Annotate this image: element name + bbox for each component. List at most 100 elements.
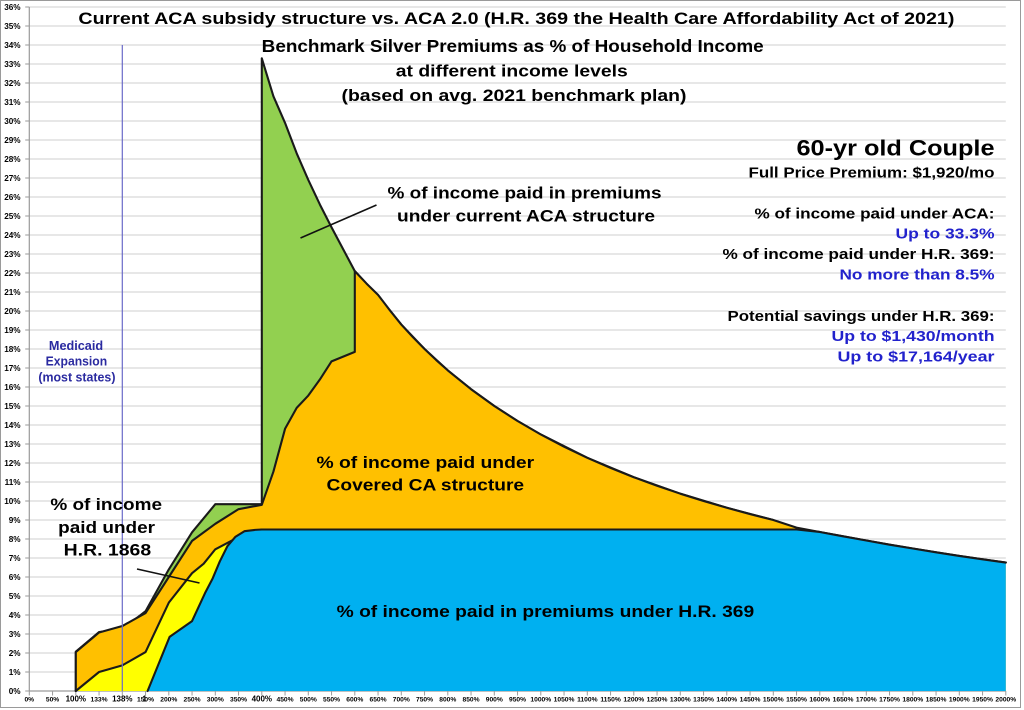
svg-text:14%: 14% — [4, 421, 21, 430]
svg-text:950%: 950% — [509, 697, 526, 704]
svg-text:% of income paid under H.R. 36: % of income paid under H.R. 369: — [723, 247, 995, 263]
svg-text:300%: 300% — [207, 697, 224, 704]
svg-text:29%: 29% — [4, 136, 21, 145]
svg-text:18%: 18% — [4, 345, 21, 354]
svg-text:% of income paid in premiums u: % of income paid in premiums under H.R. … — [337, 603, 755, 621]
svg-text:15%: 15% — [4, 402, 21, 411]
svg-text:750%: 750% — [416, 697, 433, 704]
svg-text:(most states): (most states) — [38, 371, 115, 385]
svg-text:1450%: 1450% — [740, 697, 761, 704]
svg-text:1500%: 1500% — [763, 697, 784, 704]
svg-text:Covered CA structure: Covered CA structure — [327, 477, 525, 495]
svg-text:450%: 450% — [276, 697, 293, 704]
svg-text:% of income paid under: % of income paid under — [317, 454, 535, 472]
svg-text:at different income levels: at different income levels — [396, 62, 628, 81]
svg-text:0%: 0% — [24, 697, 34, 704]
svg-text:2%: 2% — [9, 649, 22, 658]
svg-text:1650%: 1650% — [833, 697, 854, 704]
svg-text:22%: 22% — [4, 269, 21, 278]
svg-text:1000%: 1000% — [530, 697, 551, 704]
svg-text:Expansion: Expansion — [46, 355, 108, 369]
svg-text:21%: 21% — [4, 288, 21, 297]
svg-text:% of income paid under ACA:: % of income paid under ACA: — [755, 206, 995, 222]
svg-text:1750%: 1750% — [879, 697, 900, 704]
svg-text:700%: 700% — [393, 697, 410, 704]
svg-text:% of income paid in premiums: % of income paid in premiums — [388, 184, 662, 202]
svg-text:1700%: 1700% — [856, 697, 877, 704]
svg-text:34%: 34% — [4, 41, 21, 50]
svg-text:8%: 8% — [9, 535, 22, 544]
svg-text:under current ACA structure: under current ACA structure — [397, 208, 655, 226]
svg-text:28%: 28% — [4, 155, 21, 164]
svg-text:% of income: % of income — [50, 496, 162, 514]
svg-text:1300%: 1300% — [670, 697, 691, 704]
svg-text:24%: 24% — [4, 231, 21, 240]
svg-text:35%: 35% — [4, 22, 21, 31]
svg-text:1900%: 1900% — [949, 697, 970, 704]
svg-text:31%: 31% — [4, 98, 21, 107]
svg-text:11%: 11% — [5, 478, 22, 487]
svg-text:1: 1 — [142, 695, 147, 704]
svg-text:Current ACA subsidy structure: Current ACA subsidy structure vs. ACA 2.… — [78, 9, 954, 28]
svg-text:1100%: 1100% — [577, 697, 598, 704]
svg-text:27%: 27% — [4, 174, 21, 183]
svg-text:20%: 20% — [4, 307, 21, 316]
svg-text:600%: 600% — [346, 697, 363, 704]
svg-text:paid under: paid under — [58, 519, 156, 537]
svg-text:1350%: 1350% — [693, 697, 714, 704]
svg-text:800%: 800% — [439, 697, 456, 704]
svg-text:100%: 100% — [66, 695, 86, 704]
svg-text:17%: 17% — [4, 364, 21, 373]
svg-text:250%: 250% — [183, 697, 200, 704]
svg-text:1%: 1% — [9, 668, 22, 677]
svg-text:650%: 650% — [369, 697, 386, 704]
svg-text:Medicaid: Medicaid — [49, 339, 103, 353]
svg-text:1850%: 1850% — [926, 697, 947, 704]
svg-text:25%: 25% — [4, 212, 21, 221]
svg-text:9%: 9% — [9, 516, 22, 525]
svg-text:150%: 150% — [137, 697, 154, 704]
svg-text:1600%: 1600% — [809, 697, 830, 704]
svg-text:1950%: 1950% — [972, 697, 993, 704]
svg-text:400%: 400% — [252, 695, 272, 704]
svg-text:850%: 850% — [462, 697, 479, 704]
svg-text:36%: 36% — [4, 3, 21, 12]
svg-text:50%: 50% — [46, 697, 59, 704]
svg-text:500%: 500% — [300, 697, 317, 704]
svg-text:H.R. 1868: H.R. 1868 — [64, 542, 152, 560]
svg-text:Potential savings under H.R. 3: Potential savings under H.R. 369: — [728, 309, 995, 325]
svg-text:Up to $1,430/month: Up to $1,430/month — [832, 328, 995, 345]
svg-text:1550%: 1550% — [786, 697, 807, 704]
svg-text:6%: 6% — [9, 573, 22, 582]
svg-text:5%: 5% — [9, 592, 22, 601]
svg-text:(based on avg. 2021 benchmark: (based on avg. 2021 benchmark plan) — [342, 86, 687, 105]
svg-text:133%: 133% — [90, 697, 107, 704]
svg-text:Up to 33.3%: Up to 33.3% — [896, 226, 995, 243]
svg-text:2000%: 2000% — [995, 697, 1016, 704]
svg-text:1150%: 1150% — [600, 697, 621, 704]
svg-text:16%: 16% — [4, 383, 21, 392]
svg-text:1050%: 1050% — [554, 697, 575, 704]
svg-text:32%: 32% — [4, 79, 21, 88]
svg-text:19%: 19% — [4, 326, 21, 335]
svg-text:12%: 12% — [4, 459, 21, 468]
svg-text:550%: 550% — [323, 697, 340, 704]
svg-text:30%: 30% — [4, 117, 21, 126]
svg-text:200%: 200% — [160, 697, 177, 704]
svg-text:3%: 3% — [9, 630, 22, 639]
svg-text:4%: 4% — [9, 611, 22, 620]
svg-text:1400%: 1400% — [716, 697, 737, 704]
svg-text:1800%: 1800% — [902, 697, 923, 704]
svg-text:350%: 350% — [230, 697, 247, 704]
svg-text:7%: 7% — [9, 554, 22, 563]
svg-text:138%: 138% — [112, 695, 132, 704]
svg-text:60-yr old Couple: 60-yr old Couple — [797, 136, 995, 161]
svg-text:1200%: 1200% — [623, 697, 644, 704]
svg-text:No more than 8.5%: No more than 8.5% — [840, 267, 995, 284]
svg-text:1250%: 1250% — [647, 697, 668, 704]
svg-text:33%: 33% — [4, 60, 21, 69]
svg-text:13%: 13% — [4, 440, 21, 449]
svg-text:26%: 26% — [4, 193, 21, 202]
svg-text:Benchmark Silver Premiums as %: Benchmark Silver Premiums as % of Househ… — [262, 36, 764, 56]
svg-text:0%: 0% — [9, 687, 22, 696]
